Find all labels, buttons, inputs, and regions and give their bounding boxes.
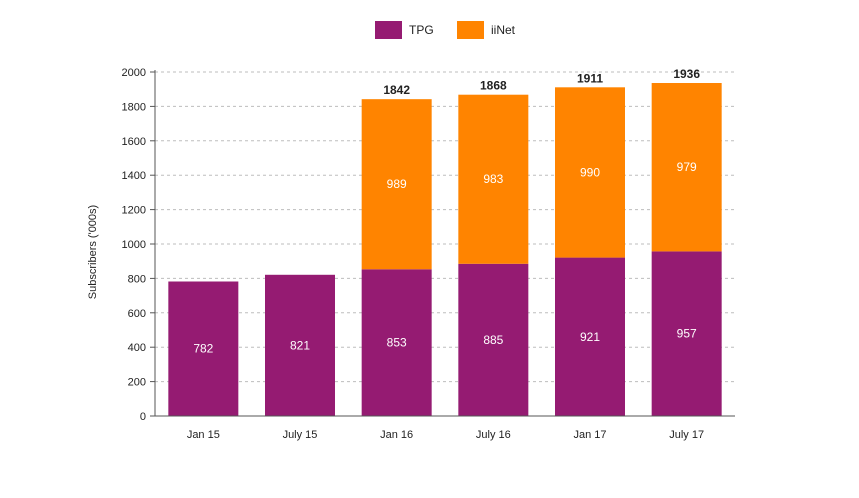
bar-tpg — [458, 263, 529, 416]
x-tick-label: Jan 17 — [573, 429, 606, 441]
bar-total-label: 1842 — [383, 83, 410, 97]
bar-tpg — [651, 251, 722, 416]
bar-value-label: 821 — [290, 338, 310, 352]
x-tick-label: July 17 — [669, 429, 704, 441]
bar-value-label: 990 — [580, 165, 600, 179]
x-axis: Jan 15 July 15 Jan 16 July 16 Jan 17 July 17 — [155, 415, 735, 441]
bar-value-label: 989 — [387, 177, 407, 191]
y-tick-label: 200 — [128, 377, 146, 389]
gridlines — [155, 71, 735, 383]
bar-total-label: 1911 — [577, 71, 603, 85]
bar-value-label: 853 — [387, 336, 407, 350]
x-tick-label: July 16 — [476, 429, 511, 441]
bar-total-label: 1868 — [480, 79, 507, 93]
bar-iinet — [555, 87, 625, 258]
bar-tpg — [555, 257, 625, 416]
y-tick-label: 1800 — [122, 101, 146, 113]
bar-value-label: 983 — [483, 172, 503, 186]
bar-value-label: 979 — [677, 160, 697, 174]
bar-value-label: 921 — [580, 330, 600, 344]
x-tick-label: July 15 — [283, 429, 318, 441]
bar-total-label: 1936 — [673, 67, 700, 81]
legend-label-iinet: iiNet — [491, 23, 516, 37]
y-axis: 0 200 400 600 800 1000 1200 1400 1600 1800 2000 — [122, 67, 156, 423]
y-tick-label: 600 — [128, 308, 146, 320]
y-tick-label: 800 — [128, 273, 146, 285]
bar-value-label: 957 — [677, 327, 697, 341]
y-tick-label: 1200 — [122, 205, 146, 217]
y-tick-label: 1000 — [122, 239, 146, 251]
legend: TPG iiNet — [375, 21, 516, 39]
bar-value-label: 782 — [193, 342, 213, 356]
bar-iinet — [458, 94, 529, 264]
legend-label-tpg: TPG — [409, 23, 434, 37]
legend-swatch-tpg — [375, 21, 402, 39]
bar-value-label: 885 — [483, 333, 503, 347]
y-tick-label: 1600 — [122, 136, 146, 148]
y-axis-label: Subscribers ('000s) — [87, 205, 99, 299]
x-tick-label: Jan 16 — [380, 429, 413, 441]
bar-tpg — [168, 281, 239, 416]
bar-tpg — [265, 274, 335, 416]
bar-iinet — [651, 83, 722, 252]
y-tick-label: 0 — [140, 411, 146, 423]
bars: 782 821 853 989 1842 885 983 1868 921 990 1911 957 9… — [168, 67, 722, 416]
y-tick-label: 1400 — [122, 170, 146, 182]
bar-tpg — [361, 269, 432, 416]
bar-iinet — [361, 99, 432, 270]
legend-swatch-iinet — [457, 21, 484, 39]
y-tick-label: 400 — [128, 342, 146, 354]
x-tick-label: Jan 15 — [187, 429, 220, 441]
y-tick-label: 2000 — [122, 67, 146, 79]
